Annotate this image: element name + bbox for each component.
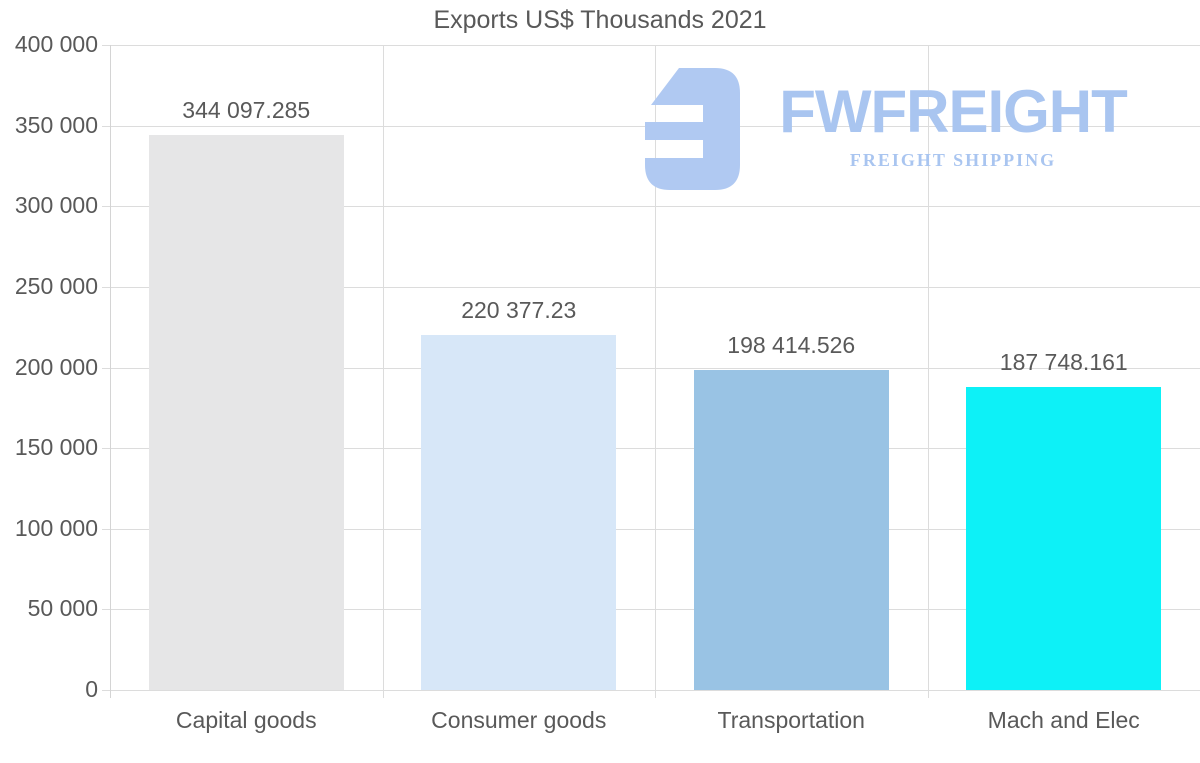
- x-gridline: [382, 45, 384, 698]
- bar-transportation: [693, 370, 889, 690]
- watermark-tagline-text: FREIGHT SHIPPING: [849, 150, 1057, 170]
- bar-capital-goods: [148, 135, 344, 690]
- x-axis-category-label: Transportation: [717, 707, 865, 733]
- x-axis-category-label: Capital goods: [175, 707, 317, 733]
- y-axis-line: [110, 45, 111, 698]
- bar-value-label: 198 414.526: [727, 332, 856, 359]
- y-axis-tick-label: 200 000: [14, 353, 98, 380]
- y-axis-tick-label: 250 000: [14, 272, 98, 299]
- y-gridline: [102, 609, 1200, 611]
- watermark-logo: FWFREIGHT FREIGHT SHIPPING: [645, 68, 1155, 193]
- bar-consumer-goods: [421, 334, 617, 690]
- y-axis-tick-label: 350 000: [14, 111, 98, 138]
- x-gridline: [927, 45, 929, 698]
- x-gridline: [655, 45, 656, 698]
- bar-value-label: 220 377.23: [461, 296, 577, 323]
- chart-title: Exports US$ Thousands 2021: [433, 6, 767, 34]
- freight-logo-mark-icon: [645, 68, 740, 190]
- y-gridline: [102, 528, 1200, 530]
- x-axis-category-label: Mach and Elec: [987, 707, 1140, 733]
- bar-value-label: 344 097.285: [182, 97, 311, 124]
- y-gridline: [102, 367, 1200, 369]
- y-gridline: [102, 448, 1200, 450]
- y-axis-tick-label: 0: [85, 676, 98, 702]
- y-gridline: [102, 45, 1200, 46]
- y-gridline: [102, 690, 1200, 691]
- y-gridline: [102, 286, 1200, 288]
- watermark-brand-text: FWFREIGHT: [779, 78, 1128, 145]
- bar-mach-and-elec: [966, 387, 1162, 690]
- y-axis-tick-label: 150 000: [14, 434, 98, 461]
- y-gridline: [102, 206, 1200, 208]
- y-axis-tick-label: 300 000: [14, 192, 98, 219]
- y-axis-tick-label: 100 000: [14, 514, 98, 541]
- y-axis-tick-label: 50 000: [27, 595, 98, 622]
- y-axis-tick-label: 400 000: [14, 31, 98, 57]
- bar-value-label: 187 748.161: [999, 349, 1128, 376]
- x-axis-category-label: Consumer goods: [431, 707, 607, 733]
